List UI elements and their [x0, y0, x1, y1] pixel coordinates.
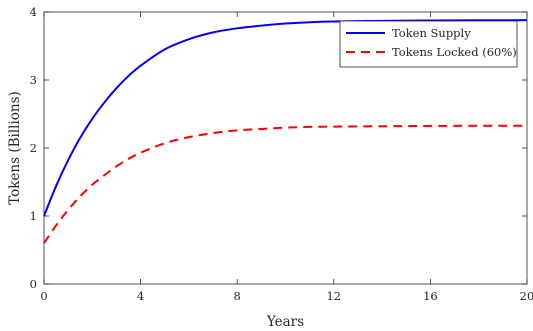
x-tick-label: 16: [423, 289, 438, 303]
y-tick-label: 1: [30, 209, 37, 223]
legend: Token Supply Tokens Locked (60%): [339, 20, 518, 68]
x-axis-label: Years: [266, 314, 304, 330]
y-tick-label: 2: [30, 141, 37, 155]
axis-labels: Years Tokens (Billions): [7, 91, 304, 330]
series-line-2: [43, 124, 528, 244]
x-tick-label: 12: [326, 289, 341, 303]
y-tick-label: 3: [30, 73, 37, 87]
legend-label: Token Supply: [392, 26, 471, 40]
x-tick-label: 0: [40, 289, 47, 303]
x-tick-label: 20: [520, 289, 533, 303]
legend-box: [339, 20, 518, 68]
y-tick-label: 0: [30, 277, 37, 291]
y-tick-label: 4: [30, 5, 37, 19]
x-tick-label: 4: [137, 289, 144, 303]
x-tick-label: 8: [234, 289, 241, 303]
legend-label: Tokens Locked (60%): [392, 45, 517, 59]
y-axis-label: Tokens (Billions): [7, 91, 23, 205]
